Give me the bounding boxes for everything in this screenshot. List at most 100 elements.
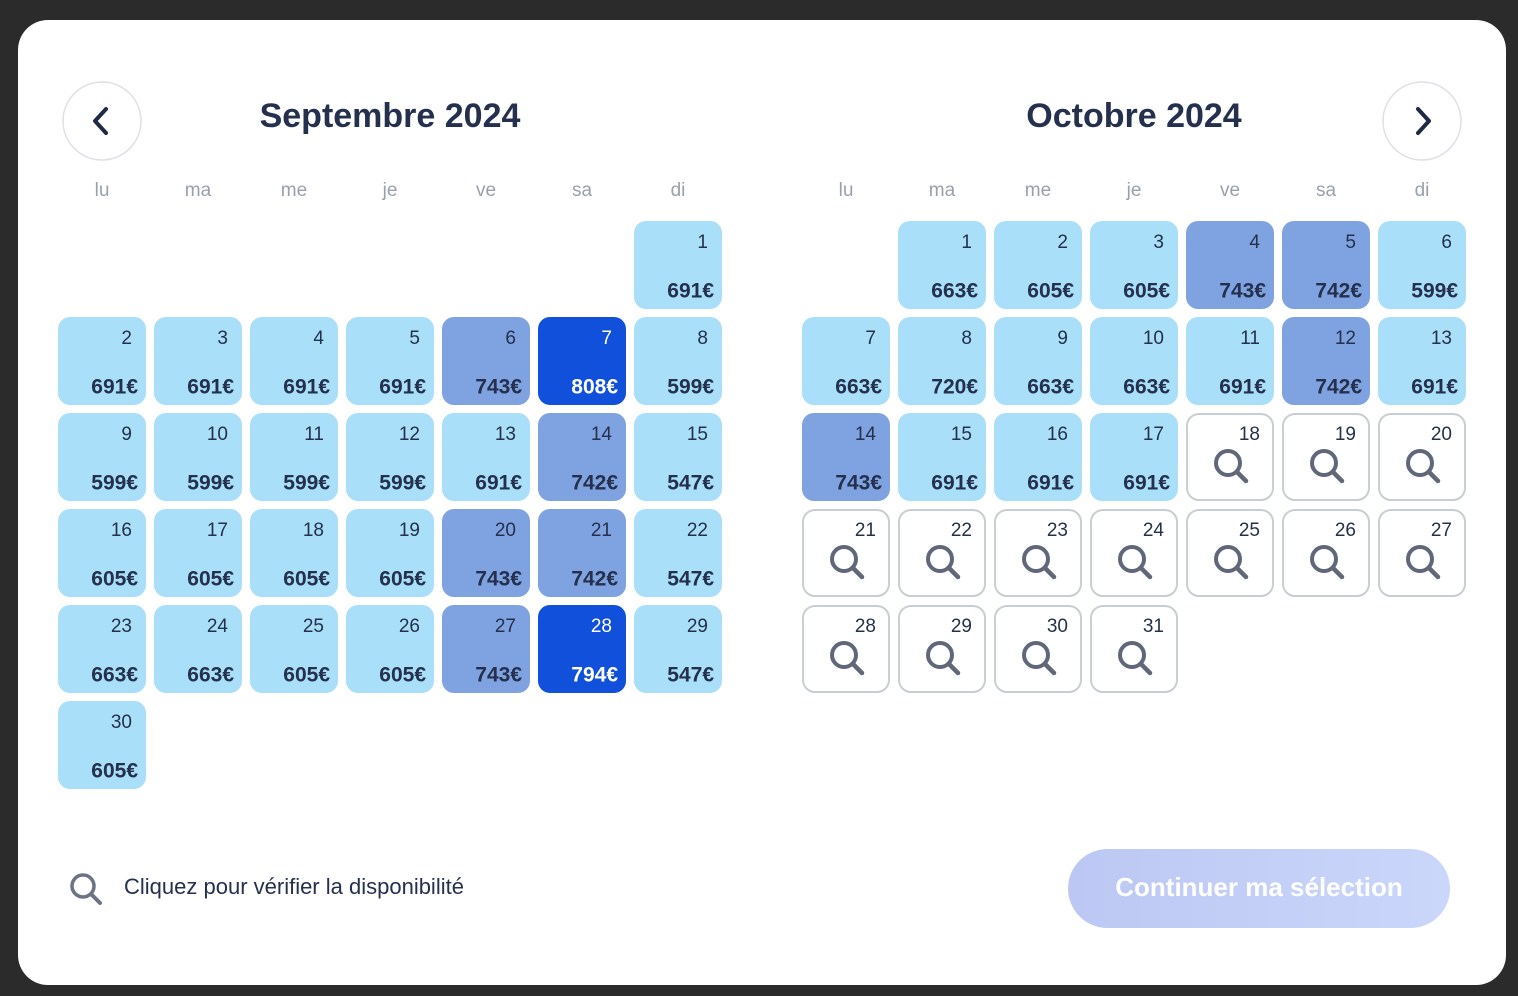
search-icon (1406, 449, 1434, 477)
day-cell[interactable]: 11 691€ (1186, 317, 1274, 405)
day-number: 28 (591, 616, 612, 637)
day-cell[interactable]: 9 599€ (58, 413, 146, 501)
day-cell[interactable]: 31 (1090, 605, 1178, 693)
search-icon (1118, 641, 1146, 669)
day-cell[interactable]: 19 605€ (346, 509, 434, 597)
day-cell[interactable]: 13 691€ (1378, 317, 1466, 405)
cell-bg (1090, 509, 1178, 597)
day-cell[interactable]: 29 (898, 605, 986, 693)
day-cell[interactable]: 4 743€ (1186, 221, 1274, 309)
day-cell[interactable]: 10 663€ (1090, 317, 1178, 405)
day-cell[interactable]: 23 (994, 509, 1082, 597)
day-cell[interactable]: 22 547€ (634, 509, 722, 597)
day-cell[interactable]: 1 691€ (634, 221, 722, 309)
search-icon (830, 545, 858, 573)
search-icon (1042, 565, 1057, 580)
day-cell[interactable]: 24 (1090, 509, 1178, 597)
price: 605€ (187, 568, 234, 591)
day-cell[interactable]: 25 605€ (250, 605, 338, 693)
search-icon (1138, 565, 1153, 580)
day-cell[interactable]: 26 (1282, 509, 1370, 597)
day-cell[interactable]: 11 599€ (250, 413, 338, 501)
price: 605€ (1123, 280, 1170, 303)
cell-bg (898, 317, 986, 405)
day-cell[interactable]: 20 (1378, 413, 1466, 501)
next-button[interactable] (1382, 81, 1462, 161)
cell-bg (1282, 509, 1370, 597)
day-number: 14 (591, 424, 613, 445)
day-cell[interactable]: 23 663€ (58, 605, 146, 693)
day-cell[interactable]: 9 663€ (994, 317, 1082, 405)
day-cell[interactable]: 28 794€ (538, 605, 626, 693)
day-number: 24 (1143, 520, 1165, 541)
day-cell[interactable]: 7 663€ (802, 317, 890, 405)
day-cell[interactable]: 12 599€ (346, 413, 434, 501)
day-cell[interactable]: 4 691€ (250, 317, 338, 405)
day-cell[interactable]: 19 (1282, 413, 1370, 501)
day-cell[interactable]: 1 663€ (898, 221, 986, 309)
day-cell[interactable]: 6 599€ (1378, 221, 1466, 309)
day-cell[interactable]: 8 720€ (898, 317, 986, 405)
cell-bg (250, 413, 338, 501)
day-cell[interactable]: 17 605€ (154, 509, 242, 597)
day-cell[interactable]: 27 (1378, 509, 1466, 597)
day-cell[interactable]: 3 605€ (1090, 221, 1178, 309)
day-cell[interactable]: 25 (1186, 509, 1274, 597)
cell-bg (58, 605, 146, 693)
day-number: 12 (399, 424, 420, 445)
cell-bg (802, 413, 890, 501)
cell-bg (1378, 509, 1466, 597)
day-cell[interactable]: 16 605€ (58, 509, 146, 597)
cell-bg (634, 221, 722, 309)
price: 743€ (835, 472, 882, 495)
day-cell[interactable]: 16 691€ (994, 413, 1082, 501)
day-cell[interactable]: 5 742€ (1282, 221, 1370, 309)
cell-bg (1378, 317, 1466, 405)
day-number: 23 (1047, 520, 1068, 541)
day-cell[interactable]: 24 663€ (154, 605, 242, 693)
day-cell[interactable]: 5 691€ (346, 317, 434, 405)
day-cell[interactable]: 22 (898, 509, 986, 597)
price: 605€ (379, 568, 426, 591)
day-cell[interactable]: 7 808€ (538, 317, 626, 405)
continue-button[interactable]: Continuer ma sélection (1068, 849, 1450, 928)
day-cell[interactable]: 2 691€ (58, 317, 146, 405)
day-cell[interactable]: 10 599€ (154, 413, 242, 501)
cell-bg (1282, 413, 1370, 501)
day-cell[interactable]: 15 691€ (898, 413, 986, 501)
day-cell[interactable]: 2 605€ (994, 221, 1082, 309)
cell-bg (1186, 317, 1274, 405)
price: 599€ (379, 472, 426, 495)
day-cell[interactable]: 26 605€ (346, 605, 434, 693)
day-number: 11 (304, 424, 324, 445)
search-icon (1214, 449, 1242, 477)
day-cell[interactable]: 28 (802, 605, 890, 693)
weekday: di (1415, 180, 1430, 201)
day-cell[interactable]: 18 605€ (250, 509, 338, 597)
day-cell[interactable]: 3 691€ (154, 317, 242, 405)
cell-bg (538, 413, 626, 501)
weekday: ve (1220, 180, 1240, 201)
search-icon (1406, 545, 1434, 573)
day-cell[interactable]: 27 743€ (442, 605, 530, 693)
cell-bg (250, 509, 338, 597)
day-cell[interactable]: 30 (994, 605, 1082, 693)
day-cell[interactable]: 20 743€ (442, 509, 530, 597)
day-cell[interactable]: 14 742€ (538, 413, 626, 501)
day-cell[interactable]: 13 691€ (442, 413, 530, 501)
prev-button[interactable] (62, 81, 142, 161)
day-cell[interactable]: 21 (802, 509, 890, 597)
day-cell[interactable]: 21 742€ (538, 509, 626, 597)
day-cell[interactable]: 12 742€ (1282, 317, 1370, 405)
day-cell[interactable]: 14 743€ (802, 413, 890, 501)
day-cell[interactable]: 15 547€ (634, 413, 722, 501)
day-cell[interactable]: 17 691€ (1090, 413, 1178, 501)
day-cell[interactable]: 30 605€ (58, 701, 146, 789)
day-cell[interactable]: 8 599€ (634, 317, 722, 405)
day-cell[interactable]: 29 547€ (634, 605, 722, 693)
cell-bg (58, 413, 146, 501)
day-number: 9 (121, 424, 132, 445)
day-number: 10 (207, 424, 228, 445)
day-cell[interactable]: 18 (1186, 413, 1274, 501)
day-cell[interactable]: 6 743€ (442, 317, 530, 405)
